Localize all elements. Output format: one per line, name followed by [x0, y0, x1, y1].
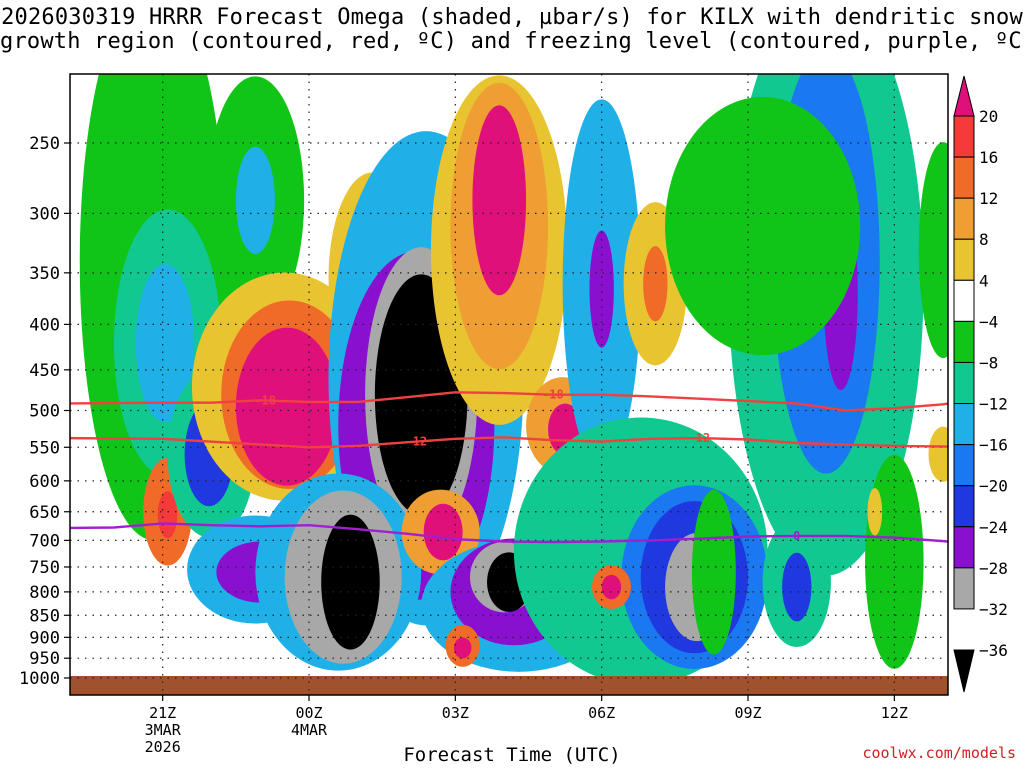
y-tick-label: 250 [29, 134, 60, 154]
chart-title-line-2: growth region (contoured, red, ºC) and f… [0, 29, 1024, 54]
colorbar: 20 16 12 8 4 −4 −8 −12 −16 −20 −24 −28 −32 −36 [953, 75, 1008, 693]
y-tick-label: 750 [29, 558, 60, 578]
omega-cell-13 [235, 327, 339, 486]
y-tick-label: 550 [29, 438, 60, 458]
omega-cell-56 [867, 487, 883, 536]
colorbar-swatch [953, 403, 975, 446]
x-axis-title: Forecast Time (UTC) [403, 744, 621, 766]
omega-cell-4 [235, 146, 275, 254]
x-tick-label: 2026 [145, 738, 181, 756]
colorbar-bottom-arrow [953, 649, 975, 693]
colorbar-label: −20 [979, 477, 1008, 496]
y-axis: 2503003504004505005506006507007508008509… [19, 134, 70, 689]
y-tick-label: 800 [29, 583, 60, 603]
x-tick-label: 00Z [295, 704, 322, 722]
omega-cell-2 [135, 264, 195, 423]
y-tick-label: 500 [29, 402, 60, 422]
colorbar-swatch [953, 115, 975, 158]
omega-cell-39 [589, 230, 614, 348]
plot-frame [69, 73, 949, 696]
dgz-top-contour [70, 391, 948, 412]
freezing-level-contour [70, 522, 948, 544]
colorbar-label: −32 [979, 600, 1008, 619]
dgz-bottom-contour [70, 436, 948, 449]
colorbar-swatch [953, 320, 975, 363]
omega-cell-24 [321, 514, 380, 650]
colorbar-label: 20 [979, 107, 998, 126]
gridlines [70, 74, 948, 695]
omega-cell-47 [601, 574, 622, 600]
colorbar-swatch [953, 485, 975, 528]
omega-shading [79, 74, 948, 685]
colorbar-swatch [953, 444, 975, 487]
y-tick-label: 950 [29, 649, 60, 669]
y-tick-label: 350 [29, 264, 60, 284]
colorbar-label: −24 [979, 518, 1008, 537]
colorbar-label: 16 [979, 148, 998, 167]
y-tick-label: 450 [29, 361, 60, 381]
freezing-level-contour-label: 0 [793, 529, 800, 543]
colorbar-label: −4 [979, 312, 998, 331]
dgz-top-contour-label: -18 [254, 393, 276, 407]
omega-cell-54 [782, 552, 812, 622]
colorbar-swatch [953, 526, 975, 569]
y-tick-label: 400 [29, 315, 60, 335]
colorbar-label: 12 [979, 189, 998, 208]
colorbar-swatch [953, 197, 975, 240]
x-tick-label: 21Z [149, 704, 176, 722]
y-tick-label: 1000 [19, 669, 60, 689]
y-tick-label: 850 [29, 606, 60, 626]
dgz-bottom-contour-label: -12 [405, 435, 427, 449]
x-tick-label: 03Z [442, 704, 469, 722]
ground-surface [70, 676, 948, 695]
omega-cell-58 [928, 426, 948, 482]
y-tick-label: 650 [29, 503, 60, 523]
x-tick-label: 12Z [881, 704, 908, 722]
colorbar-label: −16 [979, 436, 1008, 455]
colorbar-swatch [953, 567, 975, 610]
colorbar-swatch [953, 361, 975, 405]
colorbar-label: −12 [979, 395, 1008, 414]
watermark: coolwx.com/models [862, 744, 1016, 762]
y-tick-label: 600 [29, 472, 60, 492]
y-tick-label: 300 [29, 204, 60, 224]
y-tick-label: 900 [29, 628, 60, 648]
x-tick-label: 09Z [734, 704, 761, 722]
colorbar-swatch [953, 156, 975, 199]
y-tick-label: 700 [29, 531, 60, 551]
omega-cell-51 [691, 489, 736, 655]
omega-cell-52 [665, 96, 861, 356]
omega-cell-27 [472, 105, 527, 296]
x-tick-label: 4MAR [291, 721, 328, 739]
omega-cell-57 [918, 142, 948, 359]
chart-title-line-1: 2026030319 HRRR Forecast Omega (shaded, … [1, 5, 1023, 30]
colorbar-label: −8 [979, 353, 998, 372]
omega-cell-29 [423, 503, 463, 561]
colorbar-swatch [953, 238, 975, 281]
dgz-top-contour-label: -18 [542, 388, 564, 402]
colorbar-label: −28 [979, 559, 1008, 578]
omega-cell-41 [643, 246, 668, 322]
colorbar-label: −36 [979, 641, 1008, 660]
colorbar-label: 4 [979, 271, 989, 290]
omega-cell-35 [453, 637, 472, 659]
colorbar-top-arrow [953, 75, 975, 117]
x-tick-label: 06Z [588, 704, 615, 722]
dgz-bottom-contour-label: -12 [688, 431, 710, 445]
colorbar-label: 8 [979, 230, 989, 249]
temperature-contours: -18 -18 -12 -12 0 [70, 388, 948, 544]
colorbar-swatch [953, 279, 975, 322]
x-tick-label: 3MAR [145, 721, 182, 739]
